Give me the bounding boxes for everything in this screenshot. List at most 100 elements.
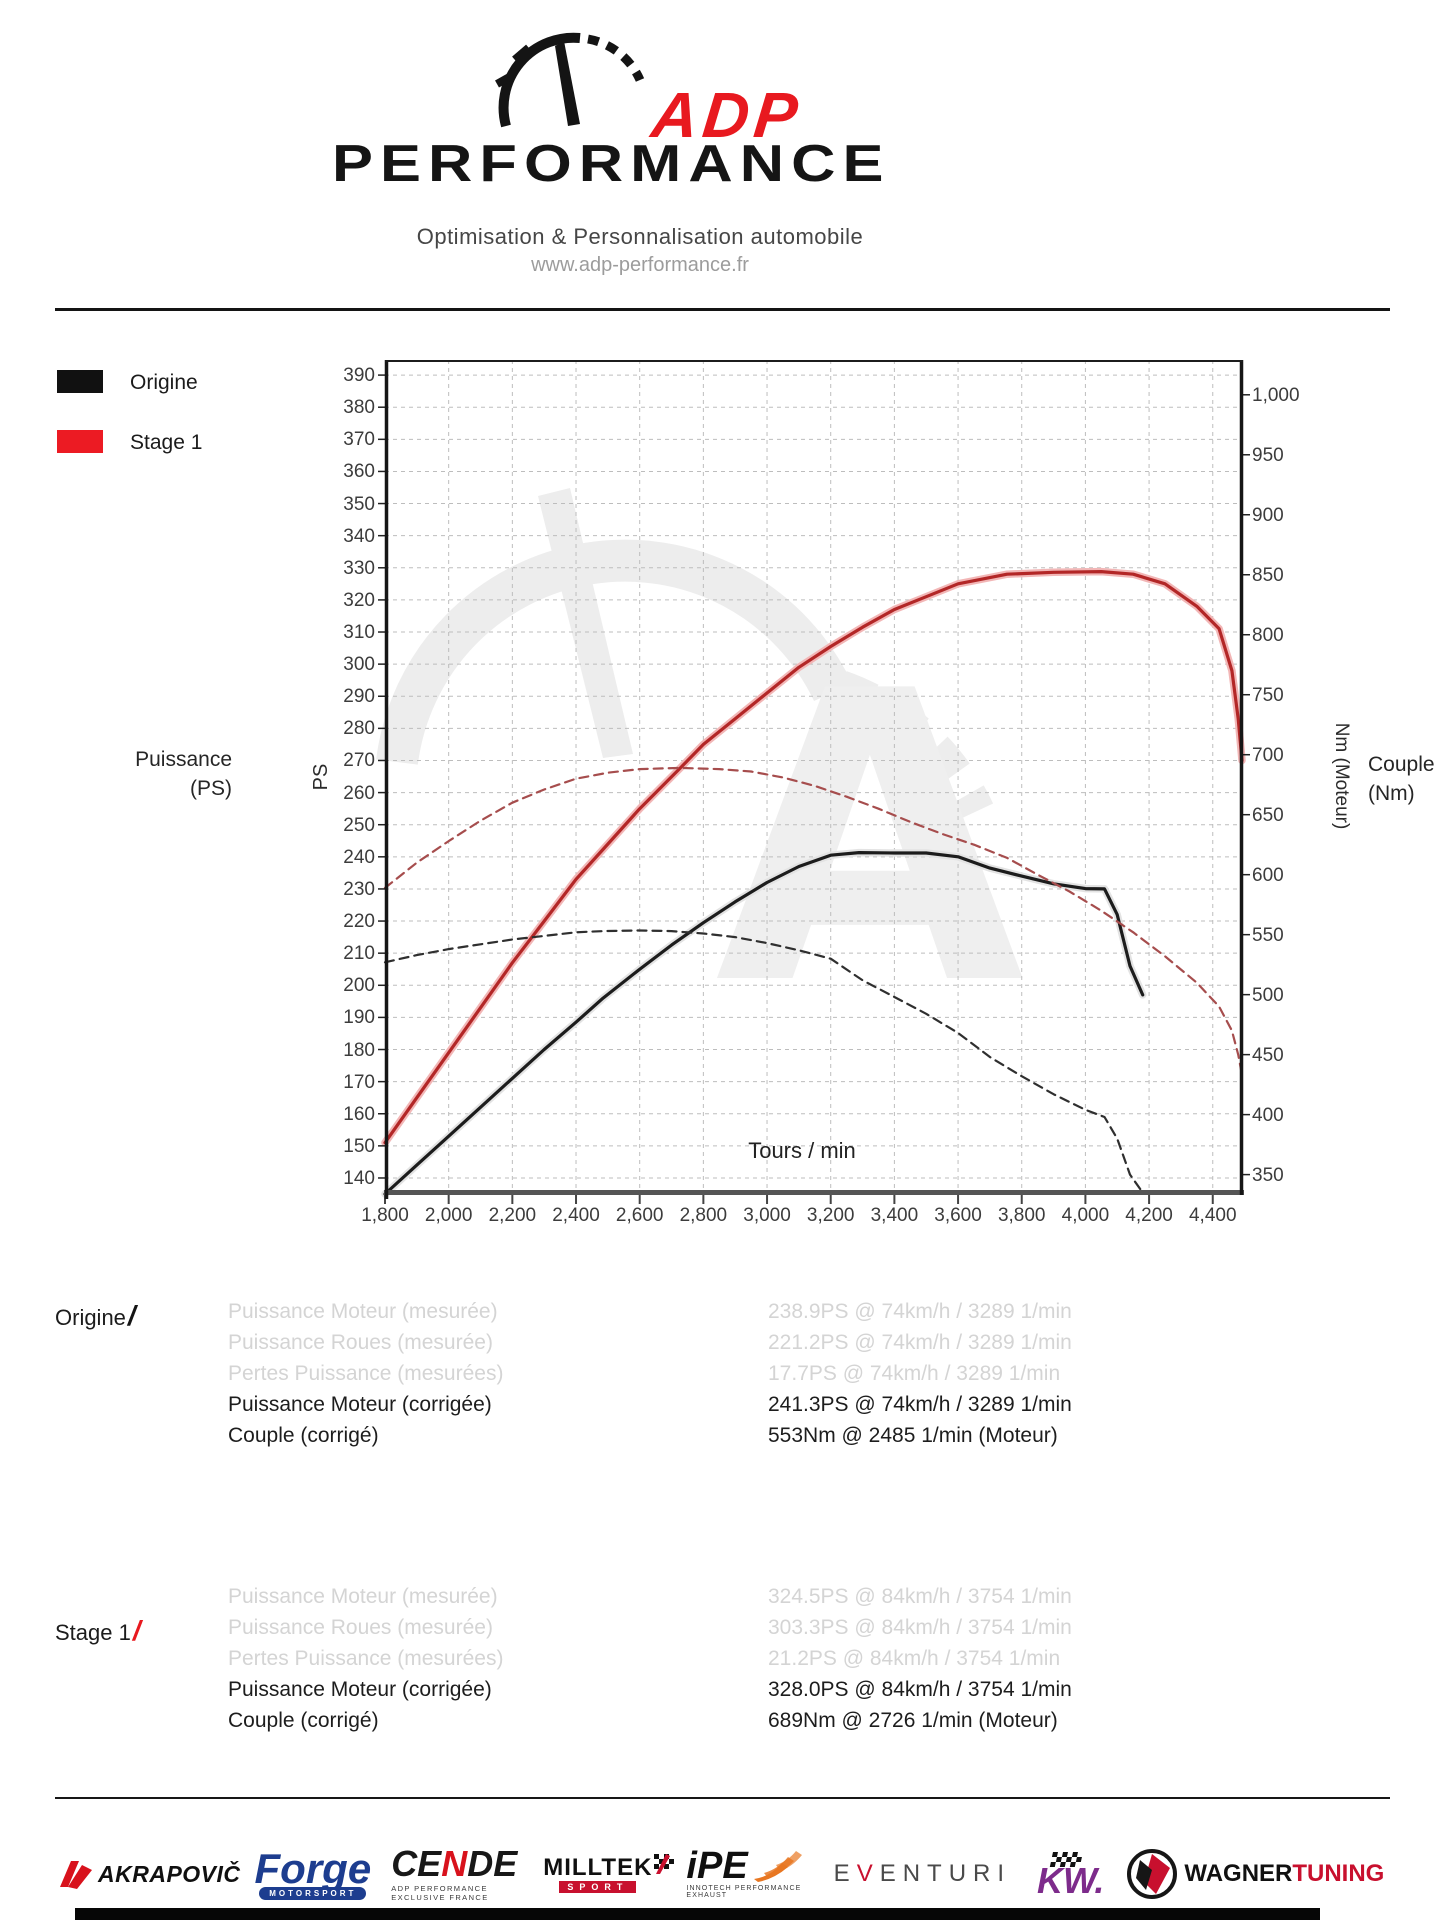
x-tick-label: 2,400 <box>552 1205 600 1226</box>
section-slash: / <box>132 1615 141 1646</box>
partner-logo-eventuri: EVENTURI <box>833 1860 1012 1887</box>
partner-logo-wagnertuning: WAGNERTUNING <box>1126 1848 1384 1900</box>
y-left-tick-label: 210 <box>343 943 375 965</box>
y-left-tick-label: 310 <box>343 622 375 644</box>
x-tick-label: 2,600 <box>615 1205 664 1226</box>
y-left-tick-label: 300 <box>343 654 375 676</box>
legend-label: Stage 1 <box>130 431 203 454</box>
y-left-tick-label: 260 <box>343 782 375 804</box>
svg-text:A: A <box>715 608 1028 1073</box>
y-left-tick-label: 150 <box>343 1135 375 1157</box>
y-left-tick-label: 330 <box>343 557 375 579</box>
result-value: 21.2PS @ 84km/h / 3754 1/min <box>768 1647 1061 1670</box>
result-value: 689Nm @ 2726 1/min (Moteur) <box>768 1709 1058 1732</box>
partner-logo-milltek: MILLTEK SPORT <box>543 1853 675 1893</box>
result-label: Puissance Moteur (mesurée) <box>228 1585 498 1608</box>
y-right-tick-label: 750 <box>1252 684 1284 706</box>
y-left-tick-label: 180 <box>343 1039 375 1061</box>
y-left-tick-label: 230 <box>343 878 375 900</box>
brand-performance: PERFORMANCE <box>332 135 891 193</box>
result-row: Puissance Moteur (corrigée) 241.3PS @ 74k… <box>228 1393 1072 1424</box>
akrapovic-icon <box>60 1861 92 1889</box>
result-value: 221.2PS @ 74km/h / 3289 1/min <box>768 1331 1072 1354</box>
result-row: Puissance Roues (mesurée) 221.2PS @ 74km/… <box>228 1331 1072 1362</box>
x-tick-label: 4,400 <box>1188 1205 1237 1226</box>
y-right-tick-label: 700 <box>1252 744 1284 766</box>
section-label-stage1: Stage 1/ <box>55 1615 141 1646</box>
curve-origine-puissance-ps- <box>383 851 1145 1196</box>
x-tick-label: 3,400 <box>870 1205 919 1226</box>
dyno-chart-plot: A <box>376 360 1250 1204</box>
legend-swatch <box>57 430 103 453</box>
result-row: Couple (corrigé) 689Nm @ 2726 1/min (Mote… <box>228 1709 1072 1740</box>
y-left-tick-label: 320 <box>343 589 375 611</box>
gauge-logo-icon <box>495 32 645 128</box>
result-label: Puissance Moteur (corrigée) <box>228 1393 492 1416</box>
y-right-tick-label: 850 <box>1252 564 1284 586</box>
curve-origine-couple-nm- <box>383 929 1144 1194</box>
wagnertuning-emblem-icon <box>1127 1849 1178 1899</box>
section-label-origine: Origine/ <box>55 1300 136 1331</box>
x-tick-label: 4,000 <box>1061 1205 1110 1226</box>
y-left-tick-label: 220 <box>343 911 375 933</box>
y-left-tick-label: 270 <box>343 750 375 772</box>
result-label: Puissance Moteur (mesurée) <box>228 1300 498 1323</box>
result-row: Puissance Moteur (mesurée) 324.5PS @ 84km… <box>228 1585 1072 1616</box>
y-right-tick-label: 450 <box>1252 1044 1284 1066</box>
y-right-tick-label: 800 <box>1252 624 1284 646</box>
result-label: Pertes Puissance (mesurées) <box>228 1647 504 1670</box>
x-tick-label: 3,800 <box>997 1205 1046 1226</box>
x-tick-label: 3,200 <box>806 1205 855 1226</box>
y-right-unit-label: Nm (Moteur) <box>1331 722 1352 830</box>
y-left-tick-label: 240 <box>343 846 375 868</box>
result-row: Pertes Puissance (mesurées) 17.7PS @ 74km… <box>228 1362 1072 1393</box>
y-left-tick-label: 380 <box>343 397 375 419</box>
x-tick-label: 3,600 <box>934 1205 982 1226</box>
result-row: Pertes Puissance (mesurées) 21.2PS @ 84km… <box>228 1647 1072 1678</box>
y-left-tick-label: 390 <box>343 365 375 387</box>
y-left-tick-label: 350 <box>343 493 375 515</box>
x-tick-label: 1,800 <box>361 1205 409 1226</box>
result-label: Couple (corrigé) <box>228 1709 379 1732</box>
y-right-axis-title: Couple (Nm) <box>1368 753 1435 805</box>
legend-swatch <box>57 370 103 393</box>
x-axis-title: Tours / min <box>748 1138 856 1163</box>
y-right-tick-label: 600 <box>1252 864 1284 886</box>
result-row: Puissance Moteur (corrigée) 328.0PS @ 84k… <box>228 1678 1072 1709</box>
brand-website[interactable]: www.adp-performance.fr <box>531 254 749 276</box>
x-tick-label: 3,000 <box>743 1205 791 1226</box>
partner-logo-kw: KW. <box>1037 1852 1104 1899</box>
result-row: Couple (corrigé) 553Nm @ 2485 1/min (Mote… <box>228 1424 1072 1455</box>
y-right-tick-label: 650 <box>1252 804 1284 826</box>
y-left-unit-label: PS <box>310 763 332 791</box>
result-row: Puissance Roues (mesurée) 303.3PS @ 84km/… <box>228 1616 1072 1647</box>
partner-logo-ipe: iPE INNOTECH PERFORMANCE EXHAUST <box>686 1847 803 1899</box>
y-left-axis-title: Puissance (PS) <box>135 748 232 800</box>
y-right-tick-label: 550 <box>1252 924 1284 946</box>
kw-checkered-flag-icon <box>1049 1852 1082 1867</box>
x-tick-label: 2,800 <box>679 1205 728 1226</box>
y-left-tick-label: 280 <box>343 718 375 740</box>
y-left-tick-label: 290 <box>343 686 375 708</box>
y-left-tick-label: 200 <box>343 975 375 997</box>
result-label: Puissance Moteur (corrigée) <box>228 1678 492 1701</box>
result-label: Puissance Roues (mesurée) <box>228 1331 493 1354</box>
y-right-tick-label: 900 <box>1252 504 1284 526</box>
brand-tagline: Optimisation & Personnalisation automobi… <box>416 224 864 249</box>
result-value: 241.3PS @ 74km/h / 3289 1/min <box>768 1393 1072 1416</box>
y-left-tick-label: 340 <box>343 525 375 547</box>
x-tick-label: 4,200 <box>1125 1205 1173 1226</box>
curve-stage-1-puissance-ps- <box>383 570 1244 1145</box>
ipe-exhaust-icon <box>753 1851 802 1882</box>
result-value: 303.3PS @ 84km/h / 3754 1/min <box>768 1616 1072 1639</box>
result-value: 328.0PS @ 84km/h / 3754 1/min <box>768 1678 1072 1701</box>
y-right-tick-label: 350 <box>1252 1164 1284 1186</box>
results-rows: Puissance Moteur (mesurée) 324.5PS @ 84km… <box>228 1585 1072 1740</box>
result-value: 553Nm @ 2485 1/min (Moteur) <box>768 1424 1058 1447</box>
partner-logo-forge: Forge MOTORSPORT <box>254 1844 372 1900</box>
y-right-tick-label: 500 <box>1252 984 1284 1006</box>
x-tick-label: 2,200 <box>488 1205 537 1226</box>
y-left-tick-label: 370 <box>343 429 375 451</box>
results-rows: Puissance Moteur (mesurée) 238.9PS @ 74km… <box>228 1300 1072 1455</box>
